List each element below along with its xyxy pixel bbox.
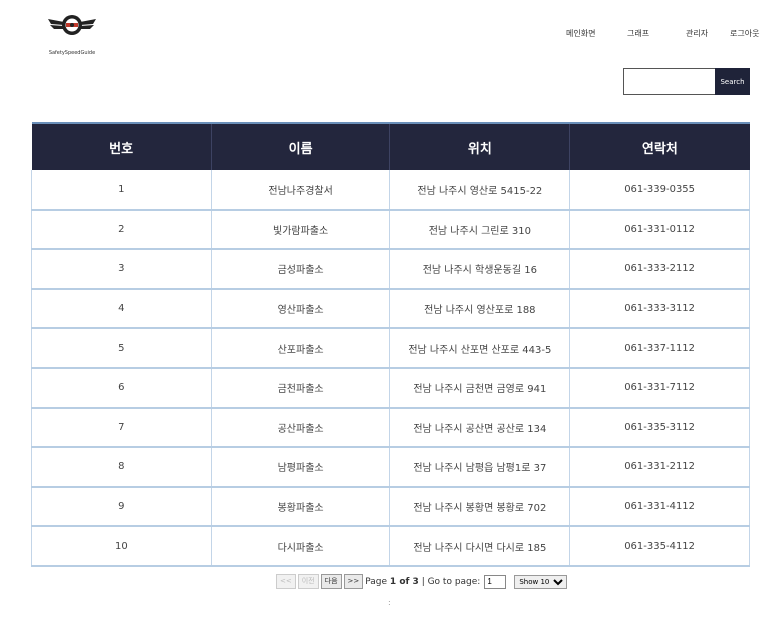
table-header-row: 번호 이름 위치 연락처: [31, 122, 750, 170]
cell-name: 산포파출소: [210, 328, 390, 369]
cell-location: 전남 나주시 영산포로 188: [389, 288, 570, 330]
cell-contact: 061-335-4112: [569, 526, 750, 567]
cell-name: 남평파출소: [210, 447, 390, 488]
logo-text: SafetySpeedGuide: [48, 50, 96, 56]
search-input[interactable]: [623, 68, 715, 95]
column-header-location: 위치: [389, 122, 570, 170]
table-row[interactable]: 7 공산파출소 전남 나주시 공산면 공산로 134 061-335-3112: [31, 407, 750, 449]
cell-number: 10: [31, 526, 212, 567]
table-row[interactable]: 2 빛가람파출소 전남 나주시 그린로 310 061-331-0112: [31, 209, 750, 251]
table-row[interactable]: 5 산포파출소 전남 나주시 산포면 산포로 443-5 061-337-1112: [31, 328, 750, 369]
cell-name: 전남나주경찰서: [210, 170, 390, 211]
cell-location: 전남 나주시 학생운동길 16: [389, 249, 570, 290]
cell-location: 전남 나주시 금천면 금영로 941: [389, 367, 570, 409]
cell-number: 6: [31, 367, 212, 409]
table-row[interactable]: 6 금천파출소 전남 나주시 금천면 금영로 941 061-331-7112: [31, 367, 750, 409]
cell-number: 8: [31, 447, 212, 488]
top-navigation: 메인화면 그래프 관리자 로그아웃: [0, 28, 780, 40]
column-header-number: 번호: [31, 122, 212, 170]
page-status: 1 of 3: [389, 576, 419, 587]
cell-contact: 061-333-3112: [569, 288, 750, 330]
cell-number: 5: [31, 328, 212, 369]
cell-name: 봉황파출소: [210, 486, 390, 528]
cell-name: 영산파출소: [210, 288, 390, 330]
logo[interactable]: SafetySpeedGuide: [44, 10, 100, 60]
cell-location: 전남 나주시 다시면 다시로 185: [389, 526, 570, 567]
prev-page-button[interactable]: 이전: [297, 574, 319, 589]
first-page-button[interactable]: <<: [276, 574, 296, 589]
cell-location: 전남 나주시 그린로 310: [389, 209, 570, 251]
cell-location: 전남 나주시 남평읍 남평1로 37: [389, 447, 570, 488]
cell-location: 전남 나주시 영산로 5415-22: [389, 170, 570, 211]
cell-location: 전남 나주시 공산면 공산로 134: [389, 407, 570, 449]
cell-contact: 061-335-3112: [569, 407, 750, 449]
cell-location: 전남 나주시 산포면 산포로 443-5: [389, 328, 570, 369]
cell-number: 3: [31, 249, 212, 290]
table-row[interactable]: 10 다시파출소 전남 나주시 다시면 다시로 185 061-335-4112: [31, 526, 750, 567]
cell-number: 7: [31, 407, 212, 449]
cell-contact: 061-337-1112: [569, 328, 750, 369]
page-prefix: Page: [365, 576, 388, 587]
cell-number: 1: [31, 170, 212, 211]
cell-contact: 061-331-0112: [569, 209, 750, 251]
cell-name: 금성파출소: [210, 249, 390, 290]
table-row[interactable]: 9 봉황파출소 전남 나주시 봉황면 봉황로 702 061-331-4112: [31, 486, 750, 528]
police-station-table: 번호 이름 위치 연락처 1 전남나주경찰서 전남 나주시 영산로 5415-22 0…: [31, 122, 750, 567]
cell-name: 금천파출소: [210, 367, 390, 409]
cell-name: 다시파출소: [210, 526, 390, 567]
cell-number: 9: [31, 486, 212, 528]
goto-label: | Go to page:: [421, 576, 481, 587]
nav-logout[interactable]: 로그아웃: [730, 29, 760, 38]
cell-location: 전남 나주시 봉황면 봉황로 702: [389, 486, 570, 528]
cell-number: 2: [31, 209, 212, 251]
table-row[interactable]: 8 남평파출소 전남 나주시 남평읍 남평1로 37 061-331-2112: [31, 447, 750, 488]
cell-name: 공산파출소: [210, 407, 390, 449]
next-page-button[interactable]: 다음: [320, 574, 342, 589]
cell-contact: 061-331-2112: [569, 447, 750, 488]
page-size-select[interactable]: Show 10: [514, 574, 568, 589]
table-row[interactable]: 1 전남나주경찰서 전남 나주시 영산로 5415-22 061-339-0355: [31, 170, 750, 211]
goto-page-input[interactable]: [484, 574, 507, 589]
table-row[interactable]: 4 영산파출소 전남 나주시 영산포로 188 061-333-3112: [31, 288, 750, 330]
cell-contact: 061-331-7112: [569, 367, 750, 409]
cell-name: 빛가람파출소: [210, 209, 390, 251]
search-button[interactable]: Search: [715, 68, 750, 95]
table-body: 1 전남나주경찰서 전남 나주시 영산로 5415-22 061-339-0355 2 빛…: [31, 170, 750, 567]
nav-main[interactable]: 메인화면: [566, 29, 596, 38]
cell-contact: 061-339-0355: [569, 170, 750, 211]
last-page-button[interactable]: >>: [343, 574, 364, 589]
column-header-name: 이름: [210, 122, 390, 170]
search-bar: Search: [623, 68, 750, 95]
nav-admin[interactable]: 관리자: [686, 29, 709, 38]
table-row[interactable]: 3 금성파출소 전남 나주시 학생운동길 16 061-333-2112: [31, 249, 750, 290]
cell-contact: 061-333-2112: [569, 249, 750, 290]
cell-number: 4: [31, 288, 212, 330]
pagination: << 이전 다음 >> Page 1 of 3 | Go to page: Sh…: [276, 573, 568, 590]
column-header-contact: 연락처: [569, 122, 750, 170]
winged-wheel-icon: [48, 15, 96, 35]
cell-contact: 061-331-4112: [569, 486, 750, 528]
footer-dots: :: [388, 598, 391, 607]
nav-graph[interactable]: 그래프: [627, 29, 650, 38]
